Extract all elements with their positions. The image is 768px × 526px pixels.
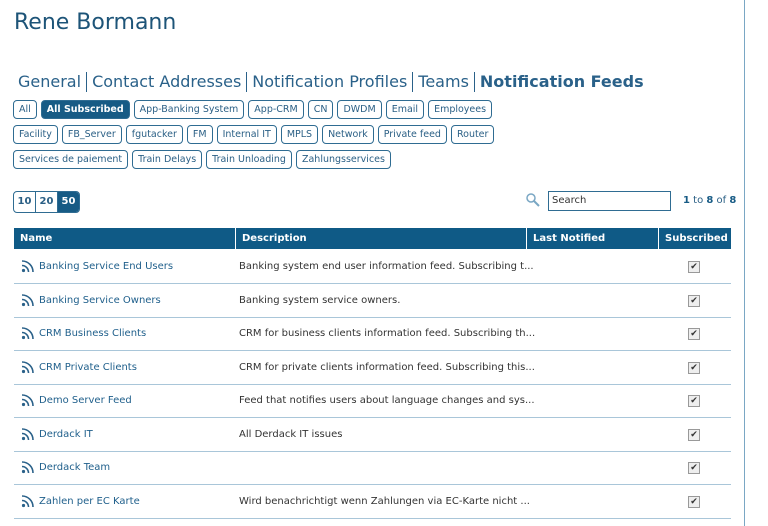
filter-button[interactable]: Email — [385, 100, 425, 119]
table-row: Banking Service Owners Banking system ser… — [14, 284, 731, 318]
filter-button[interactable]: FB_Server — [61, 125, 122, 144]
feed-description: Banking system service owners. — [239, 294, 401, 306]
subscribed-checkbox[interactable]: ✔ — [688, 261, 700, 273]
feed-icon — [21, 394, 34, 407]
tab[interactable]: Teams — [418, 72, 469, 91]
feed-name[interactable]: Banking Service End Users — [39, 261, 174, 272]
pagination-text: 8 — [729, 195, 737, 206]
tab[interactable]: General — [18, 72, 82, 91]
feed-name[interactable]: CRM Business Clients — [39, 328, 147, 339]
pagination-text: 1 — [683, 195, 690, 206]
feed-icon — [21, 293, 34, 306]
tab-separator — [473, 72, 475, 92]
column-header[interactable]: Subscribed — [665, 233, 728, 244]
tab[interactable]: Notification Feeds — [479, 72, 644, 91]
feed-icon — [21, 360, 34, 373]
tab-separator — [246, 72, 248, 92]
feed-description: Wird benachrichtigt wenn Zahlungen via E… — [239, 495, 530, 507]
filter-button[interactable]: All Subscribed — [40, 100, 130, 119]
filter-button[interactable]: CN — [307, 100, 334, 119]
feed-description: Banking system end user information feed… — [239, 261, 534, 272]
search-input[interactable]: Search — [548, 191, 671, 211]
filter-buttons: All All Subscribed App-Banking System App-C… — [13, 100, 495, 175]
subscribed-checkbox[interactable]: ✔ — [688, 328, 700, 340]
filter-button[interactable]: DWDM — [337, 100, 382, 119]
page-size-group: 10 20 50 — [13, 191, 80, 213]
search-icon — [526, 193, 540, 207]
feed-icon — [21, 461, 34, 474]
filter-button[interactable]: fgutacker — [125, 125, 183, 144]
table-row: Derdack IT All Derdack IT issues ✔ — [14, 418, 731, 452]
pagination-info: 1 to 8 of 8 — [683, 195, 736, 206]
filter-button[interactable]: Employees — [428, 100, 493, 119]
table-row: CRM Business Clients CRM for business cli… — [14, 317, 731, 351]
feed-description: CRM for business clients information fee… — [239, 328, 536, 339]
filter-row: Facility FB_Server fgutacker FM Internal IT M… — [13, 125, 495, 144]
filter-button[interactable]: App-Banking System — [133, 100, 245, 119]
subscribed-checkbox[interactable]: ✔ — [688, 294, 700, 307]
feed-description: CRM for private clients information feed… — [239, 361, 535, 373]
pagination-text: to — [693, 195, 704, 206]
page-title: Rene Bormann — [14, 10, 177, 35]
filter-button[interactable]: Internal IT — [216, 125, 277, 144]
feed-icon — [21, 494, 34, 507]
tabs: General Contact Addresses Notification Pro… — [18, 72, 644, 92]
feed-name[interactable]: Demo Server Feed — [39, 395, 132, 406]
feed-description: Feed that notifies users about language … — [239, 395, 535, 406]
tab-separator — [412, 72, 414, 92]
filter-button[interactable]: Train Delays — [132, 150, 203, 169]
filter-button[interactable]: All — [13, 100, 37, 119]
filter-button[interactable]: Zahlungsservices — [295, 150, 391, 169]
column-header[interactable]: Last Notified — [527, 228, 659, 249]
filter-button[interactable]: Facility — [13, 125, 58, 144]
feed-name[interactable]: Banking Service Owners — [39, 294, 161, 306]
tab[interactable]: Notification Profiles — [252, 72, 408, 91]
tab-separator — [86, 72, 88, 92]
pagination-text: 8 — [706, 195, 714, 206]
table-row: Zahlen per EC Karte Wird benachrichtigt w… — [14, 485, 731, 519]
table-row: CRM Private Clients CRM for private clien… — [14, 351, 731, 385]
subscribed-checkbox[interactable]: ✔ — [688, 361, 700, 374]
tab[interactable]: Contact Addresses — [92, 72, 242, 91]
page-size-button[interactable]: 20 — [36, 192, 58, 212]
column-header[interactable]: Description — [236, 228, 527, 249]
pagination-text: of — [716, 195, 727, 206]
subscribed-checkbox[interactable]: ✔ — [688, 395, 700, 407]
filter-button[interactable]: App-CRM — [248, 100, 304, 119]
filter-button[interactable]: MPLS — [280, 125, 319, 144]
feed-description: All Derdack IT issues — [239, 428, 343, 440]
feed-name[interactable]: CRM Private Clients — [39, 361, 137, 373]
column-header[interactable]: Name — [14, 228, 236, 249]
filter-row: Services de paiement Train Delays Train Un… — [13, 150, 494, 169]
filter-row: All All Subscribed App-Banking System App-C… — [13, 100, 494, 119]
feed-icon — [21, 427, 34, 440]
table-row: Demo Server Feed Feed that notifies users… — [14, 384, 731, 418]
feed-name[interactable]: Derdack Team — [39, 462, 111, 473]
subscribed-checkbox[interactable]: ✔ — [688, 495, 700, 508]
feed-icon — [21, 327, 34, 340]
feed-name[interactable]: Derdack IT — [39, 428, 93, 440]
table-row: Banking Service End Users Banking system … — [14, 250, 731, 284]
table-row: Derdack Team ✔ — [14, 451, 731, 485]
border-line — [744, 0, 745, 526]
subscribed-checkbox[interactable]: ✔ — [688, 428, 700, 441]
filter-button[interactable]: Network — [322, 125, 374, 144]
feed-name[interactable]: Zahlen per EC Karte — [39, 495, 140, 507]
filter-button[interactable]: Private feed — [377, 125, 447, 144]
filter-button[interactable]: Train Unloading — [206, 150, 292, 169]
filter-button[interactable]: Router — [450, 125, 495, 144]
filter-button[interactable]: Services de paiement — [13, 150, 129, 169]
page-size-button[interactable]: 50 — [58, 192, 79, 212]
table-header: Name Description Last Notified Subscribed — [14, 228, 731, 249]
filter-button[interactable]: FM — [186, 125, 213, 144]
feed-icon — [21, 260, 34, 273]
subscribed-checkbox[interactable]: ✔ — [688, 462, 700, 474]
page-size-button[interactable]: 10 — [14, 192, 36, 212]
